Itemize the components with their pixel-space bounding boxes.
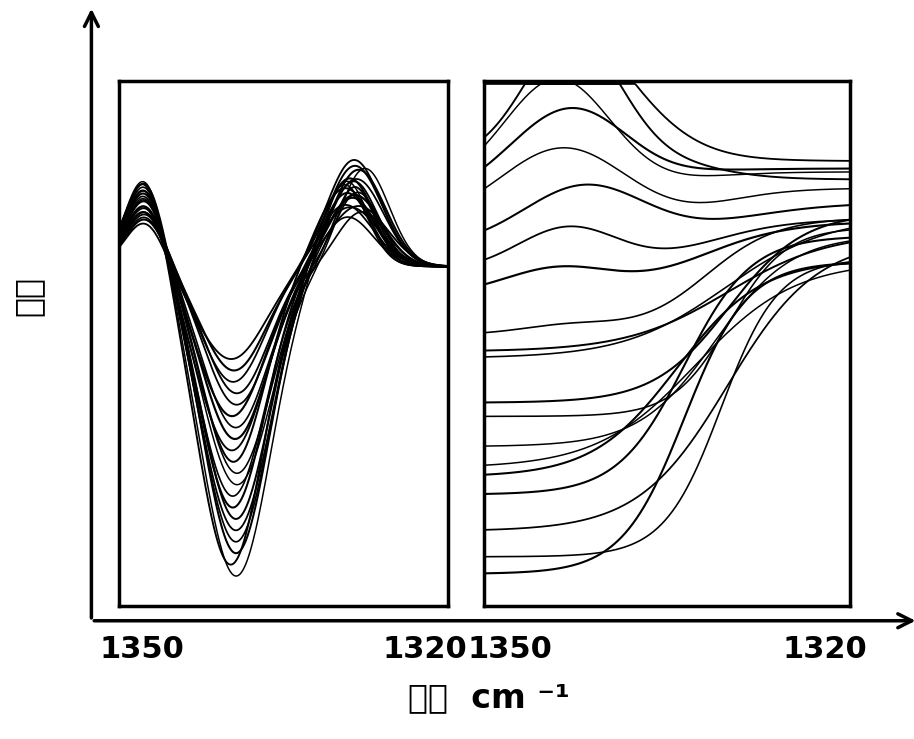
Text: 强度: 强度 bbox=[11, 276, 44, 316]
Text: 波数  cm ⁻¹: 波数 cm ⁻¹ bbox=[409, 681, 569, 714]
Text: 1350: 1350 bbox=[468, 635, 552, 664]
Text: 1350: 1350 bbox=[100, 635, 185, 664]
Text: 1320: 1320 bbox=[382, 635, 467, 664]
Text: 1320: 1320 bbox=[782, 635, 866, 664]
